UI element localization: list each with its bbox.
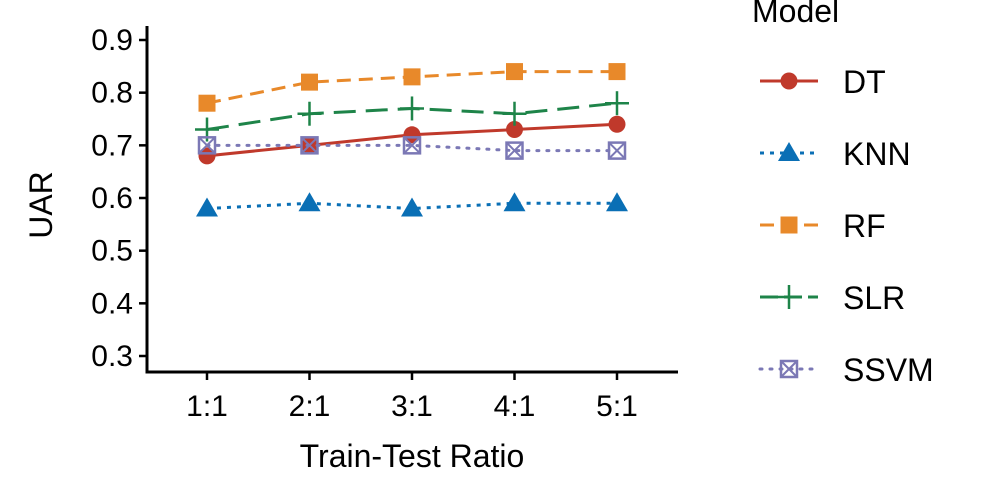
point-knn [401, 197, 423, 217]
series-slr [195, 91, 629, 142]
point-rf [608, 63, 626, 81]
y-tick-label: 0.7 [91, 129, 133, 162]
point-ssvm [300, 136, 319, 155]
point-ssvm [607, 141, 627, 160]
legend: Model DT KNN RF SLR SSVM [752, 0, 934, 388]
point-dt [608, 115, 626, 133]
series-dt [198, 115, 626, 165]
point-dt [198, 147, 216, 165]
legend-marker [778, 142, 800, 161]
series-knn [196, 192, 628, 217]
point-ssvm [402, 136, 422, 155]
point-knn [298, 192, 321, 212]
point-knn [196, 197, 218, 217]
axes: 0.3 0.4 0.5 0.6 0.7 0.8 0.9 1:1 2:1 3:1 4:1 5:1 [91, 24, 678, 423]
legend-marker [780, 72, 798, 90]
point-ssvm [197, 136, 217, 155]
series-rf [198, 63, 626, 112]
legend-item-knn: KNN [760, 136, 911, 172]
point-dt [403, 126, 421, 144]
point-rf [403, 68, 421, 86]
series-ssvm [197, 136, 627, 160]
point-slr [400, 96, 424, 121]
legend-marker [777, 285, 801, 309]
x-tick-label: 3:1 [391, 390, 433, 423]
y-tick-label: 0.4 [91, 287, 133, 320]
legend-label: RF [843, 208, 886, 244]
y-tick-label: 0.6 [91, 182, 133, 215]
point-slr [297, 101, 322, 126]
point-rf [301, 73, 318, 91]
legend-item-ssvm: SSVM [758, 352, 934, 388]
legend-label: SSVM [843, 352, 934, 388]
point-knn [503, 192, 526, 212]
legend-item-rf: RF [760, 208, 886, 244]
point-rf [198, 94, 216, 112]
point-dt [506, 121, 523, 139]
legend-label: SLR [843, 280, 905, 316]
point-slr [502, 101, 527, 126]
legend-item-dt: DT [760, 64, 886, 100]
legend-marker [780, 216, 798, 234]
x-axis-title: Train-Test Ratio [300, 438, 525, 474]
y-tick-label: 0.8 [91, 77, 133, 110]
point-rf [506, 63, 523, 81]
legend-label: KNN [843, 136, 911, 172]
point-knn [606, 192, 628, 212]
y-axis-title: UAR [23, 171, 59, 239]
x-tick-label: 1:1 [186, 390, 228, 423]
point-ssvm [505, 141, 524, 160]
x-tick-label: 5:1 [596, 390, 638, 423]
point-slr [605, 91, 629, 116]
y-tick-label: 0.3 [91, 340, 133, 373]
series-layer [195, 63, 629, 217]
legend-marker [779, 359, 799, 379]
y-tick-label: 0.9 [91, 24, 133, 57]
legend-item-slr: SLR [760, 280, 905, 316]
legend-label: DT [843, 64, 886, 100]
series-line-ssvm [205, 143, 619, 153]
x-tick-label: 2:1 [289, 390, 331, 423]
series-line-knn [206, 201, 617, 211]
x-tick-label: 4:1 [494, 390, 536, 423]
y-tick-label: 0.5 [91, 235, 133, 268]
legend-title: Model [752, 0, 839, 29]
